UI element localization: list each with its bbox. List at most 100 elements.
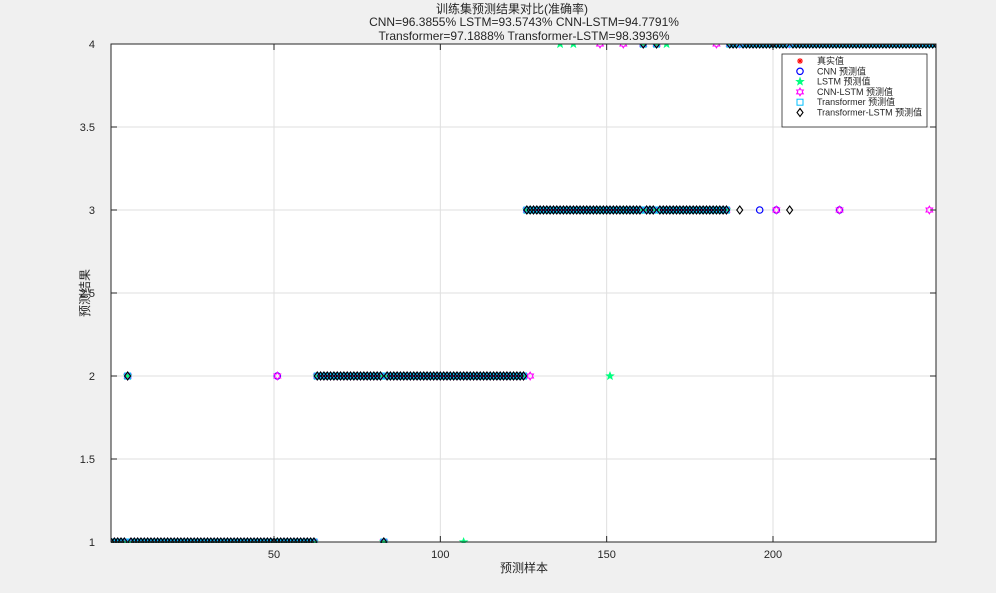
transformer-lstm-prediction-point <box>376 371 385 381</box>
cnn-lstm-prediction-point <box>785 44 794 49</box>
transformer-lstm-prediction-point <box>799 44 807 49</box>
transformer-lstm-prediction-point <box>832 44 840 49</box>
x-tick-label: 150 <box>597 549 615 561</box>
cnn-lstm-prediction-point <box>595 44 605 49</box>
transformer-lstm-prediction-point <box>892 44 900 49</box>
legend-label: 真实值 <box>817 55 844 66</box>
transformer-lstm-prediction-point <box>922 44 930 49</box>
transformer-lstm-prediction-point <box>912 44 920 49</box>
transformer-lstm-prediction-point <box>928 44 936 49</box>
transformer-lstm-prediction-point <box>879 44 887 49</box>
cnn-prediction-point <box>755 206 764 214</box>
x-axis-label: 预测样本 <box>500 560 548 575</box>
transformer-lstm-prediction-point <box>779 44 787 49</box>
transformer-lstm-prediction-point <box>845 44 854 49</box>
legend-marker <box>796 67 804 76</box>
transformer-lstm-prediction-point <box>120 537 128 543</box>
chart-title-line-3: Transformer=97.1888% Transformer-LSTM=98… <box>378 29 669 43</box>
transformer-lstm-prediction-point <box>742 44 751 49</box>
transformer-lstm-prediction-point <box>739 44 747 49</box>
transformer-lstm-prediction-point <box>872 44 880 49</box>
y-tick-label: 1 <box>89 537 95 549</box>
transformer-lstm-prediction-point <box>865 44 874 49</box>
cnn-lstm-prediction-point <box>712 44 721 49</box>
x-tick-label: 50 <box>268 549 280 561</box>
cnn-lstm-prediction-point <box>735 44 744 49</box>
x-tick-label: 100 <box>431 549 449 561</box>
lstm-prediction-point <box>663 44 670 49</box>
transformer-lstm-prediction-point <box>775 44 784 49</box>
transformer-lstm-prediction-point <box>855 44 864 49</box>
transformer-lstm-prediction-point <box>649 205 657 215</box>
transformer-lstm-prediction-point <box>919 44 927 49</box>
transformer-lstm-prediction-point <box>789 44 797 49</box>
transformer-lstm-prediction-point <box>802 44 810 49</box>
transformer-lstm-prediction-point <box>852 44 860 49</box>
transformer-lstm-prediction-point <box>639 44 647 49</box>
transformer-lstm-prediction-point <box>732 44 741 49</box>
axis-ticks: 50 100 150 200 1 1.5 2 2.5 3 3.5 4 <box>80 39 936 561</box>
legend-box <box>781 53 928 128</box>
y-axis-label: 预测结果 <box>78 269 92 317</box>
transformer-lstm-prediction-point <box>762 44 771 49</box>
y-tick-label: 3 <box>89 205 95 217</box>
transformer-lstm-prediction-point <box>842 44 850 49</box>
y-tick-label: 3.5 <box>80 122 95 134</box>
transformer-lstm-prediction-point <box>756 44 764 49</box>
transformer-lstm-prediction-point <box>812 44 820 49</box>
lstm-prediction-point <box>557 44 564 49</box>
x-tick-label: 200 <box>764 549 782 561</box>
y-tick-label: 4 <box>89 39 95 51</box>
transformer-lstm-prediction-point <box>819 44 827 49</box>
transformer-lstm-prediction-point <box>652 44 661 49</box>
transformer-lstm-prediction-point <box>519 371 528 381</box>
transformer-lstm-prediction-point <box>915 44 924 49</box>
cnn-lstm-prediction-point <box>772 205 781 215</box>
transformer-lstm-prediction-point <box>795 44 804 49</box>
transformer-lstm-prediction-point <box>825 44 834 49</box>
transformer-lstm-prediction-point <box>902 44 910 49</box>
transformer-lstm-prediction-point <box>722 205 731 215</box>
transformer-lstm-prediction-point <box>849 44 857 49</box>
transformer-lstm-prediction-point <box>882 44 890 49</box>
transformer-lstm-prediction-point <box>123 371 132 381</box>
chart-title-line-1: 训练集预测结果对比(准确率) <box>436 1 588 16</box>
transformer-lstm-prediction-series <box>111 44 936 543</box>
cnn-lstm-prediction-point <box>925 205 934 215</box>
lstm-prediction-point <box>605 370 615 381</box>
transformer-lstm-prediction-point <box>772 44 781 49</box>
cnn-lstm-prediction-point <box>835 205 844 215</box>
transformer-prediction-point <box>639 44 647 48</box>
transformer-lstm-prediction-point <box>729 44 737 49</box>
transformer-lstm-prediction-point <box>839 44 847 49</box>
transformer-lstm-prediction-point <box>895 44 904 49</box>
transformer-lstm-prediction-point <box>889 44 897 49</box>
transformer-lstm-prediction-point <box>862 44 870 49</box>
legend-marker <box>795 76 805 86</box>
cnn-lstm-prediction-point <box>619 44 628 49</box>
legend-marker <box>797 58 803 64</box>
legend-marker <box>796 107 804 118</box>
transformer-lstm-prediction-point <box>746 44 754 49</box>
transformer-lstm-prediction-point <box>380 537 388 543</box>
transformer-lstm-prediction-point <box>809 44 817 49</box>
transformer-lstm-prediction-point <box>310 537 318 543</box>
legend-label: CNN-LSTM 预测值 <box>817 86 893 97</box>
y-tick-label: 1.5 <box>80 454 95 466</box>
transformer-lstm-prediction-point <box>752 44 761 49</box>
legend-marker <box>796 98 804 106</box>
transformer-lstm-prediction-point <box>782 44 790 49</box>
legend-label: Transformer 预测值 <box>817 96 895 107</box>
transformer-lstm-prediction-point <box>785 205 794 215</box>
transformer-lstm-prediction-point <box>869 44 877 49</box>
lstm-prediction-point <box>570 44 577 49</box>
transformer-lstm-prediction-point <box>829 44 837 49</box>
transformer-lstm-prediction-point <box>875 44 884 49</box>
cnn-lstm-prediction-point <box>273 371 282 381</box>
transformer-lstm-prediction-point <box>636 205 644 215</box>
y-tick-label: 2 <box>89 371 95 383</box>
transformer-lstm-prediction-point <box>859 44 867 49</box>
transformer-lstm-prediction-point <box>925 44 934 49</box>
